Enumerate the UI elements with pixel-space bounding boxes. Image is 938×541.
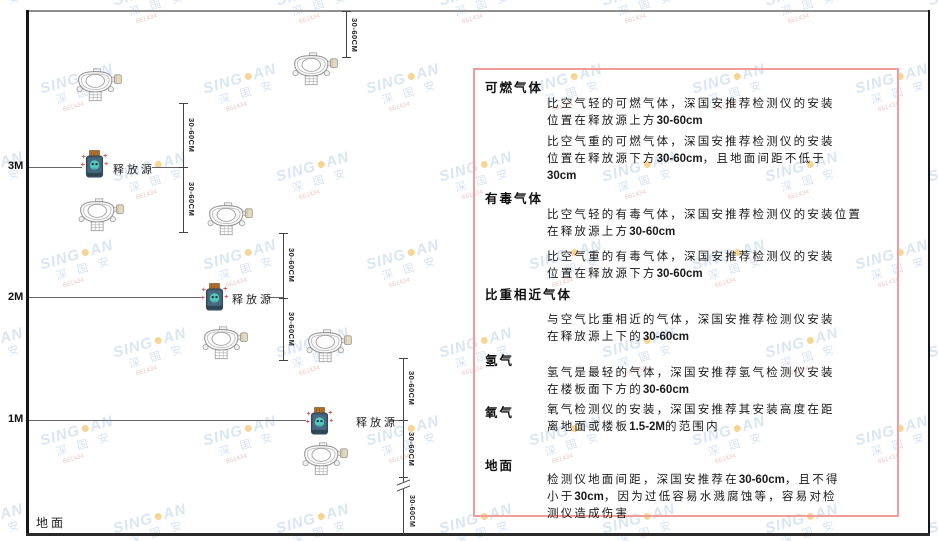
- release-source-label: 释放源: [113, 164, 155, 176]
- dimension-tick: [179, 232, 188, 233]
- leader-line-1m: [29, 420, 306, 421]
- dimension-tick: [399, 420, 408, 421]
- section-heading-similar-density-gas: 比重相近气体: [485, 288, 573, 302]
- height-label-1m: 1M: [8, 413, 24, 425]
- leader-line-2m-right: [268, 297, 283, 298]
- gas-detector-icon: [200, 326, 248, 360]
- gas-detector-icon: [76, 198, 124, 232]
- section-heading-flammable-gas: 可燃气体: [485, 81, 544, 95]
- dimension-label: 30-60CM: [287, 311, 296, 347]
- gas-detector-icon: [205, 202, 253, 236]
- height-label-3m: 3M: [8, 160, 24, 172]
- brand-dot-icon: [243, 248, 253, 257]
- brand-dot-icon: [243, 424, 253, 433]
- brand-dot-icon: [153, 336, 163, 345]
- release-source-icon: [306, 406, 333, 437]
- release-source-label: 释放源: [356, 417, 398, 429]
- ground-label: 地面: [36, 516, 67, 530]
- section-paragraph: 与空气比重相近的气体，深国安推荐检测仪安装 在释放源上下的30-60cm: [547, 314, 835, 343]
- dimension-tick: [342, 11, 351, 12]
- gas-detector-icon: [304, 329, 352, 363]
- dimension-line: [346, 11, 347, 57]
- release-source-icon: [201, 282, 228, 313]
- dimension-tick: [179, 103, 188, 104]
- section-paragraph: 比空气重的有毒气体，深国安推荐检测仪的安装 位置在释放源下方30-60cm: [547, 251, 835, 280]
- leader-line-1m-right: [390, 420, 403, 421]
- brand-dot-icon: [80, 248, 90, 257]
- gas-detector-icon: [74, 68, 122, 102]
- dimension-tick: [399, 477, 408, 478]
- section-paragraph: 氧气检测仪的安装，深国安推荐其安装高度在距 离地面或楼板1.5-2M的范围内: [547, 404, 835, 433]
- section-paragraph: 比空气轻的有毒气体，深国安推荐检测仪的安装位置 在释放源上方30-60cm: [547, 209, 863, 238]
- dimension-tick: [179, 167, 188, 168]
- gas-detector-icon: [300, 442, 348, 476]
- section-paragraph: 比空气轻的可燃气体，深国安推荐检测仪的安装 位置在释放源上方30-60cm: [547, 98, 835, 127]
- brand-dot-icon: [406, 72, 416, 81]
- section-heading-oxygen: 氧气: [485, 406, 515, 420]
- dimension-label: 30-60CM: [187, 117, 196, 153]
- dimension-tick: [279, 233, 288, 234]
- leader-line-3m: [29, 167, 82, 168]
- dimension-label: 30-60CM: [287, 248, 296, 283]
- dimension-label: 30-60CM: [187, 181, 196, 217]
- brand-dot-icon: [316, 160, 326, 169]
- dimension-line: [403, 358, 404, 534]
- section-heading-hydrogen: 氢气: [485, 354, 515, 368]
- dimension-tick: [279, 298, 288, 299]
- instruction-panel: 可燃气体 比空气轻的可燃气体，深国安推荐检测仪的安装 位置在释放源上方30-60…: [473, 68, 899, 520]
- brand-dot-icon: [316, 512, 326, 521]
- brand-dot-icon: [80, 424, 90, 433]
- leader-line-3m-right: [152, 167, 183, 168]
- dimension-line: [283, 233, 284, 360]
- section-paragraph: 比空气重的可燃气体，深国安推荐检测仪的安装 位置在释放源下方30-60cm，且地…: [547, 136, 835, 182]
- dimension-label: 30-60CM: [350, 17, 359, 53]
- release-source-label: 释放源: [232, 294, 274, 306]
- left-wall-line: [26, 10, 29, 536]
- brand-dot-icon: [406, 248, 416, 257]
- brand-dot-icon: [243, 72, 253, 81]
- dimension-label: 30-60CM: [407, 371, 416, 406]
- dimension-label: 30-60CM: [408, 495, 415, 528]
- dimension-tick: [342, 57, 351, 58]
- gas-detector-icon: [290, 52, 338, 86]
- leader-line-2m: [29, 297, 201, 298]
- ground-line: [26, 533, 930, 536]
- right-wall-line: [928, 10, 930, 536]
- dimension-label: 30-60CM: [407, 431, 416, 467]
- brand-dot-icon: [153, 512, 163, 521]
- section-paragraph: 氢气是最轻的气体，深国安推荐氢气检测仪安装 在楼板面下方的30-60cm: [547, 367, 835, 396]
- section-heading-toxic-gas: 有毒气体: [485, 192, 544, 206]
- ceiling-line: [27, 10, 930, 12]
- section-paragraph: 检测仪地面间距，深国安推荐在30-60cm，且不得 小于30cm，因为过低容易水…: [547, 474, 840, 520]
- dimension-tick: [399, 358, 408, 359]
- section-heading-ground: 地面: [485, 459, 515, 473]
- height-label-2m: 2M: [8, 291, 24, 303]
- release-source-icon: [81, 149, 108, 180]
- dimension-tick: [279, 360, 288, 361]
